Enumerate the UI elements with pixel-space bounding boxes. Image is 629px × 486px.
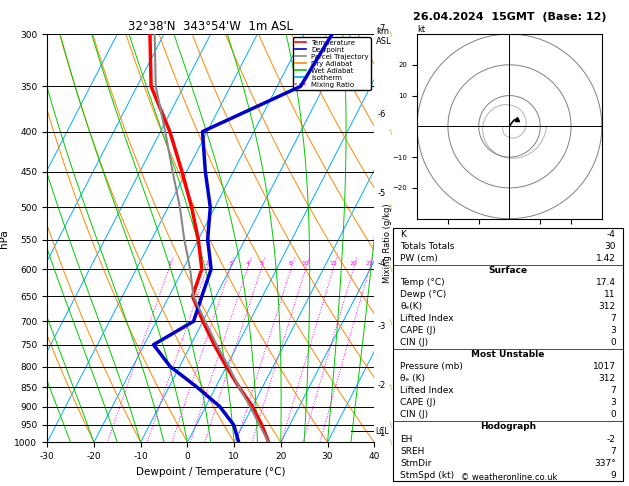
Text: 0: 0: [610, 338, 616, 347]
Text: /: /: [389, 439, 394, 446]
Text: 1: 1: [167, 261, 171, 266]
Text: 7: 7: [610, 386, 616, 396]
Text: K: K: [400, 230, 406, 239]
Text: EH: EH: [400, 434, 413, 444]
Text: -7: -7: [377, 24, 386, 33]
Text: /: /: [389, 422, 394, 428]
Text: -3: -3: [377, 322, 386, 330]
Text: PW (cm): PW (cm): [400, 254, 438, 263]
Text: -2: -2: [607, 434, 616, 444]
Text: 312: 312: [599, 302, 616, 311]
Text: /: /: [389, 384, 394, 390]
Text: 4: 4: [245, 261, 249, 266]
Text: 1.42: 1.42: [596, 254, 616, 263]
X-axis label: Dewpoint / Temperature (°C): Dewpoint / Temperature (°C): [136, 467, 286, 477]
Text: 26.04.2024  15GMT  (Base: 12): 26.04.2024 15GMT (Base: 12): [413, 12, 606, 22]
Text: -2: -2: [377, 381, 386, 390]
Text: 7: 7: [610, 314, 616, 323]
Text: Hodograph: Hodograph: [480, 422, 536, 432]
Text: 9: 9: [610, 470, 616, 480]
Text: 3: 3: [610, 399, 616, 407]
Text: kt: kt: [417, 25, 425, 34]
Y-axis label: hPa: hPa: [0, 229, 9, 247]
Text: 25: 25: [365, 261, 374, 266]
Text: /: /: [389, 204, 394, 210]
Text: Lifted Index: Lifted Index: [400, 386, 454, 396]
Text: Mixing Ratio (g/kg): Mixing Ratio (g/kg): [383, 203, 392, 283]
Title: 32°38'N  343°54'W  1m ASL: 32°38'N 343°54'W 1m ASL: [128, 20, 293, 33]
Text: 312: 312: [599, 374, 616, 383]
Text: θₑ (K): θₑ (K): [400, 374, 425, 383]
Text: 2: 2: [204, 261, 209, 266]
Text: 11: 11: [604, 290, 616, 299]
Text: /: /: [389, 318, 394, 325]
Text: CAPE (J): CAPE (J): [400, 326, 436, 335]
Text: CIN (J): CIN (J): [400, 411, 428, 419]
Text: 0: 0: [610, 411, 616, 419]
Text: SREH: SREH: [400, 447, 425, 455]
Text: Temp (°C): Temp (°C): [400, 278, 445, 287]
Text: Most Unstable: Most Unstable: [471, 350, 545, 359]
Text: 10: 10: [302, 261, 309, 266]
Text: /: /: [389, 266, 394, 272]
Text: -4: -4: [607, 230, 616, 239]
Text: CIN (J): CIN (J): [400, 338, 428, 347]
Text: -6: -6: [377, 110, 386, 119]
Text: 20: 20: [350, 261, 357, 266]
Legend: Temperature, Dewpoint, Parcel Trajectory, Dry Adiabat, Wet Adiabat, Isotherm, Mi: Temperature, Dewpoint, Parcel Trajectory…: [293, 37, 370, 90]
Text: 3: 3: [610, 326, 616, 335]
Text: 15: 15: [330, 261, 337, 266]
Text: 5: 5: [259, 261, 263, 266]
Text: Dewp (°C): Dewp (°C): [400, 290, 446, 299]
Text: Totals Totals: Totals Totals: [400, 242, 454, 251]
Text: © weatheronline.co.uk: © weatheronline.co.uk: [461, 473, 558, 482]
Text: LCL: LCL: [376, 427, 389, 436]
Text: /: /: [389, 31, 394, 37]
Text: 17.4: 17.4: [596, 278, 616, 287]
Text: 1017: 1017: [593, 363, 616, 371]
Text: Lifted Index: Lifted Index: [400, 314, 454, 323]
Text: StmSpd (kt): StmSpd (kt): [400, 470, 454, 480]
Text: StmDir: StmDir: [400, 459, 431, 468]
Text: Surface: Surface: [488, 266, 528, 275]
Text: /: /: [389, 128, 394, 135]
Text: -1: -1: [377, 429, 386, 438]
Text: -5: -5: [377, 189, 386, 198]
Text: km
ASL: km ASL: [376, 27, 392, 46]
Text: θₑ(K): θₑ(K): [400, 302, 422, 311]
Text: 30: 30: [604, 242, 616, 251]
Text: CAPE (J): CAPE (J): [400, 399, 436, 407]
Text: 3: 3: [228, 261, 232, 266]
Text: 8: 8: [289, 261, 293, 266]
Text: Pressure (mb): Pressure (mb): [400, 363, 463, 371]
Text: 7: 7: [610, 447, 616, 455]
Text: 337°: 337°: [594, 459, 616, 468]
Text: -4: -4: [377, 259, 386, 268]
